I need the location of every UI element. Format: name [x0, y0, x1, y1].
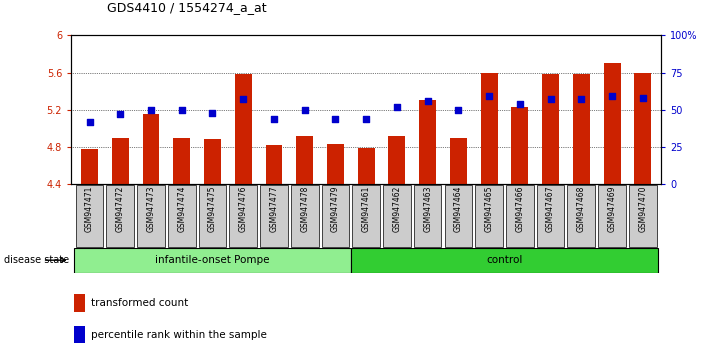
FancyBboxPatch shape: [168, 185, 196, 246]
Point: [576, 97, 587, 102]
Text: transformed count: transformed count: [91, 298, 188, 308]
Text: GSM947479: GSM947479: [331, 186, 340, 233]
Bar: [265, 145, 282, 184]
FancyBboxPatch shape: [475, 185, 503, 246]
FancyBboxPatch shape: [321, 185, 349, 246]
Point: [422, 98, 433, 104]
Point: [84, 119, 95, 125]
Bar: [204, 139, 221, 184]
Point: [637, 95, 648, 101]
FancyBboxPatch shape: [537, 185, 565, 246]
FancyBboxPatch shape: [351, 248, 658, 273]
Text: GSM947476: GSM947476: [239, 186, 247, 233]
Point: [114, 112, 126, 117]
FancyBboxPatch shape: [198, 185, 226, 246]
FancyBboxPatch shape: [629, 185, 657, 246]
FancyBboxPatch shape: [567, 185, 595, 246]
Bar: [511, 107, 528, 184]
Point: [483, 93, 495, 99]
Text: GSM947467: GSM947467: [546, 186, 555, 233]
Bar: [173, 138, 191, 184]
Point: [453, 107, 464, 113]
Bar: [634, 74, 651, 184]
Text: GSM947474: GSM947474: [177, 186, 186, 233]
Point: [268, 116, 279, 121]
Point: [176, 107, 188, 113]
FancyBboxPatch shape: [506, 185, 534, 246]
Point: [299, 107, 311, 113]
FancyBboxPatch shape: [598, 185, 626, 246]
Text: GSM947472: GSM947472: [116, 186, 124, 232]
FancyBboxPatch shape: [444, 185, 472, 246]
Text: GSM947475: GSM947475: [208, 186, 217, 233]
Text: GSM947462: GSM947462: [392, 186, 402, 232]
Point: [606, 93, 618, 99]
FancyBboxPatch shape: [74, 248, 351, 273]
Bar: [74, 326, 85, 343]
Text: GSM947469: GSM947469: [608, 186, 616, 233]
Point: [330, 116, 341, 121]
FancyBboxPatch shape: [75, 185, 103, 246]
FancyBboxPatch shape: [414, 185, 442, 246]
Point: [514, 101, 525, 107]
Text: GSM947473: GSM947473: [146, 186, 156, 233]
Text: GSM947471: GSM947471: [85, 186, 94, 232]
Bar: [542, 74, 559, 184]
FancyBboxPatch shape: [260, 185, 288, 246]
Text: GSM947478: GSM947478: [300, 186, 309, 232]
Bar: [388, 136, 405, 184]
Point: [207, 110, 218, 115]
Bar: [327, 144, 344, 184]
Bar: [358, 148, 375, 184]
Point: [145, 107, 156, 113]
Text: GSM947466: GSM947466: [515, 186, 524, 233]
Text: GSM947477: GSM947477: [269, 186, 279, 233]
Bar: [74, 294, 85, 312]
Text: GSM947464: GSM947464: [454, 186, 463, 233]
Bar: [481, 74, 498, 184]
Bar: [296, 136, 313, 184]
FancyBboxPatch shape: [291, 185, 319, 246]
Point: [237, 97, 249, 102]
FancyBboxPatch shape: [137, 185, 165, 246]
Point: [391, 104, 402, 110]
Bar: [235, 74, 252, 184]
Text: GSM947470: GSM947470: [638, 186, 647, 233]
Bar: [604, 63, 621, 184]
Text: infantile-onset Pompe: infantile-onset Pompe: [155, 255, 269, 265]
FancyBboxPatch shape: [353, 185, 380, 246]
Text: percentile rank within the sample: percentile rank within the sample: [91, 330, 267, 340]
FancyBboxPatch shape: [230, 185, 257, 246]
Point: [360, 116, 372, 121]
Bar: [112, 138, 129, 184]
Text: disease state: disease state: [4, 255, 69, 265]
Bar: [81, 149, 98, 184]
Text: control: control: [486, 255, 523, 265]
FancyBboxPatch shape: [383, 185, 411, 246]
Bar: [573, 74, 589, 184]
Point: [545, 97, 556, 102]
Bar: [419, 101, 436, 184]
Bar: [143, 114, 159, 184]
Text: GSM947468: GSM947468: [577, 186, 586, 232]
Text: GDS4410 / 1554274_a_at: GDS4410 / 1554274_a_at: [107, 1, 267, 14]
Text: GSM947465: GSM947465: [485, 186, 493, 233]
Text: GSM947461: GSM947461: [362, 186, 370, 232]
Text: GSM947463: GSM947463: [423, 186, 432, 233]
Bar: [450, 138, 467, 184]
FancyBboxPatch shape: [107, 185, 134, 246]
